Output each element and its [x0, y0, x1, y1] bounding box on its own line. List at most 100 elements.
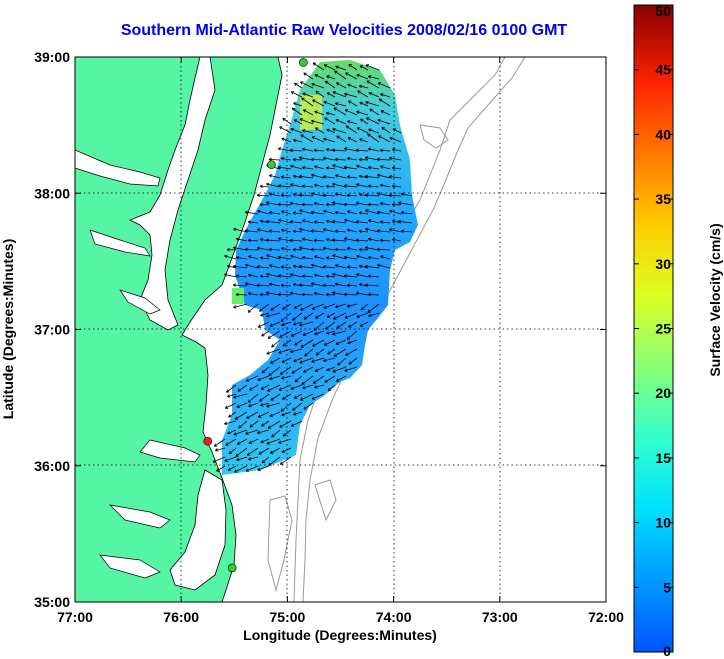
velocity-vector-head: [313, 221, 317, 224]
velocity-vector: [314, 384, 325, 388]
velocity-vector-head: [303, 369, 306, 373]
velocity-vector: [266, 254, 281, 260]
velocity-vector-head: [332, 201, 336, 203]
velocity-vector-head: [299, 325, 303, 327]
velocity-vector-head: [259, 184, 263, 187]
velocity-vector: [260, 257, 270, 260]
velocity-vector-head: [311, 82, 315, 85]
velocity-vector-head: [301, 204, 305, 207]
velocity-vector-head: [355, 238, 359, 241]
velocity-vector-head: [368, 147, 372, 150]
velocity-vector: [360, 303, 369, 311]
velocity-vector-head: [367, 204, 371, 207]
velocity-vector-head: [293, 305, 297, 309]
velocity-vector: [311, 174, 325, 179]
velocity-vector-head: [235, 275, 239, 278]
velocity-vector-head: [326, 367, 329, 371]
velocity-vector: [312, 62, 325, 71]
velocity-vector: [323, 266, 336, 269]
velocity-vector-head: [259, 257, 263, 260]
velocity-vector: [347, 120, 358, 125]
velocity-vector-head: [278, 148, 281, 151]
velocity-vector-head: [216, 468, 219, 472]
velocity-vector-head: [345, 72, 348, 76]
velocity-vector-head: [261, 333, 264, 337]
river-1: [75, 149, 161, 187]
velocity-vector-head: [332, 332, 335, 335]
velocity-vector-head: [289, 202, 293, 206]
velocity-vector-head: [346, 157, 350, 161]
velocity-vector-head: [356, 183, 360, 185]
velocity-vector: [332, 292, 347, 296]
velocity-vector: [368, 185, 380, 188]
colorbar-tick-label: 20: [655, 385, 671, 401]
velocity-vector-head: [280, 408, 283, 412]
colorbar-tick-label: 0: [663, 643, 671, 659]
velocity-vector-head: [266, 273, 269, 277]
velocity-vector-head: [323, 305, 327, 309]
velocity-vector-head: [292, 317, 295, 321]
velocity-vector-head: [237, 441, 240, 445]
velocity-vector-head: [290, 349, 293, 353]
velocity-cell-yellow: [300, 95, 322, 130]
velocity-vector-head: [391, 184, 395, 187]
colorbar-tick-label: 15: [655, 450, 671, 466]
velocity-vector-head: [355, 221, 359, 224]
velocity-vector: [401, 230, 413, 233]
velocity-vector: [269, 321, 281, 327]
velocity-vector: [323, 157, 336, 161]
velocity-vector-head: [314, 273, 318, 276]
velocity-vector-head: [331, 219, 336, 222]
velocity-vector-head: [247, 238, 251, 241]
velocity-vector: [367, 204, 380, 206]
velocity-vector-head: [344, 315, 348, 319]
velocity-vector: [326, 257, 336, 260]
velocity-vector-head: [323, 229, 326, 232]
velocity-vector: [278, 256, 292, 260]
velocity-vector: [356, 183, 369, 188]
velocity-vector: [365, 209, 380, 215]
velocity-vector-head: [314, 291, 318, 294]
velocity-vector: [248, 274, 259, 278]
velocity-vector-head: [271, 436, 275, 438]
velocity-vector-head: [260, 386, 264, 390]
velocity-vector-head: [392, 147, 396, 150]
velocity-vector-head: [277, 294, 281, 297]
velocity-vector-head: [315, 352, 318, 356]
velocity-vector-head: [299, 209, 303, 211]
velocity-vector-head: [367, 133, 370, 137]
velocity-vector: [311, 264, 325, 269]
velocity-vector-head: [233, 395, 236, 398]
velocity-vector: [359, 102, 369, 107]
velocity-vector: [323, 101, 336, 107]
velocity-vector-head: [311, 193, 314, 196]
velocity-vector: [280, 402, 292, 412]
velocity-vector-head: [365, 100, 369, 103]
velocity-vector-head: [257, 377, 261, 381]
velocity-vector: [302, 129, 314, 134]
velocity-vector-head: [290, 128, 294, 132]
velocity-vector-head: [266, 272, 270, 275]
velocity-vector-head: [344, 255, 348, 258]
velocity-vector-head: [291, 107, 294, 111]
velocity-vector-head: [269, 376, 272, 380]
velocity-vector: [281, 247, 292, 251]
velocity-vector-head: [279, 461, 282, 465]
velocity-vector: [311, 120, 325, 125]
velocity-vector-head: [325, 148, 329, 152]
velocity-vector: [356, 221, 369, 224]
velocity-vector-head: [331, 239, 335, 242]
velocity-vector: [367, 303, 380, 313]
velocity-vector-head: [314, 255, 317, 259]
velocity-vector-head: [359, 264, 363, 267]
velocity-vector-head: [346, 338, 351, 340]
velocity-vector-head: [269, 174, 272, 178]
velocity-vector: [294, 375, 303, 383]
velocity-vector-head: [299, 118, 303, 122]
velocity-vector: [343, 203, 358, 206]
velocity-vector: [290, 202, 303, 206]
velocity-vector-head: [269, 174, 273, 176]
velocity-vector-head: [343, 185, 347, 188]
velocity-vector-head: [367, 275, 371, 278]
